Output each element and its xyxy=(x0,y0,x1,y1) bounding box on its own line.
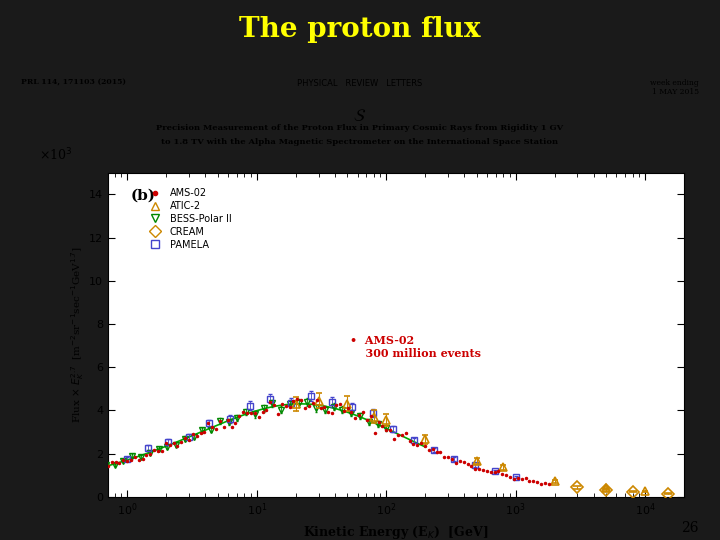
Text: week ending
1 MAY 2015: week ending 1 MAY 2015 xyxy=(650,79,698,96)
AMS-02 xyxy=(208,424,217,430)
AMS-02 xyxy=(84,467,93,474)
AMS-02 xyxy=(536,481,545,487)
Text: to 1.8 TV with the Alpha Magnetic Spectrometer on the International Space Statio: to 1.8 TV with the Alpha Magnetic Spectr… xyxy=(161,138,559,146)
Y-axis label: Flux $\times$ $E_K^{2.7}$  [m$^{-2}$sr$^{-1}$sec$^{-1}$GeV$^{1.7}$]: Flux $\times$ $E_K^{2.7}$ [m$^{-2}$sr$^{… xyxy=(69,246,86,423)
AMS-02 xyxy=(405,438,414,444)
Line: AMS-02: AMS-02 xyxy=(86,397,551,485)
Text: •  AMS-02
    300 million events: • AMS-02 300 million events xyxy=(350,335,481,359)
Text: Precision Measurement of the Proton Flux in Primary Cosmic Rays from Rigidity 1 : Precision Measurement of the Proton Flux… xyxy=(156,124,564,132)
AMS-02 xyxy=(533,479,541,485)
Text: ×10$^3$: ×10$^3$ xyxy=(39,146,72,163)
Legend: AMS-02, ATIC-2, BESS-Polar II, CREAM, PAMELA: AMS-02, ATIC-2, BESS-Polar II, CREAM, PA… xyxy=(142,184,235,254)
AMS-02 xyxy=(451,460,460,466)
Text: (b): (b) xyxy=(131,189,156,203)
AMS-02 xyxy=(544,481,553,487)
AMS-02 xyxy=(293,396,302,402)
AMS-02 xyxy=(181,435,189,442)
Text: The proton flux: The proton flux xyxy=(239,16,481,43)
Text: $\mathcal{S}$: $\mathcal{S}$ xyxy=(354,107,366,125)
Text: PHYSICAL   REVIEW   LETTERS: PHYSICAL REVIEW LETTERS xyxy=(297,79,423,88)
AMS-02 xyxy=(343,405,352,411)
Text: PRL 114, 171103 (2015): PRL 114, 171103 (2015) xyxy=(22,79,126,87)
X-axis label: Kinetic Energy (E$_K$)  [GeV]: Kinetic Energy (E$_K$) [GeV] xyxy=(303,524,489,540)
Text: 26: 26 xyxy=(681,521,698,535)
